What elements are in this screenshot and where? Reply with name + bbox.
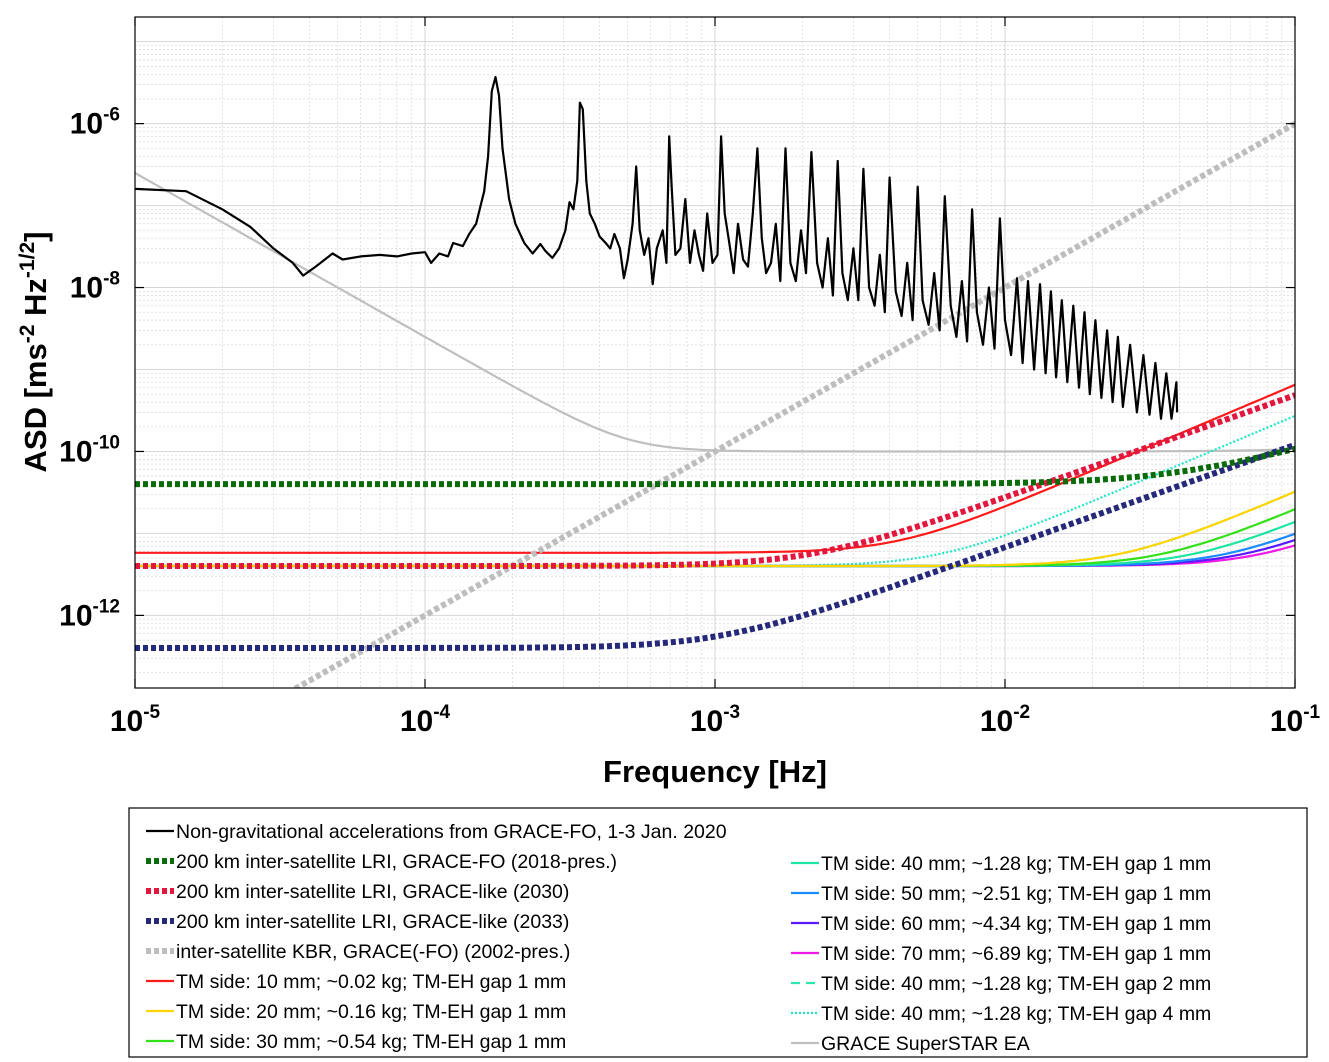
grid	[134, 16, 1295, 688]
legend-label-2: 200 km inter-satellite LRI, GRACE-FO (20…	[176, 851, 617, 873]
series-line-6	[135, 383, 1295, 554]
x-tick-label: 10-5	[110, 702, 161, 738]
legend-label-10: TM side: 50 mm; ~2.51 kg; TM-EH gap 1 mm	[821, 883, 1211, 905]
series-line-3	[135, 392, 1295, 569]
series-line-2	[135, 445, 1295, 488]
y-tick-label: 10-6	[70, 105, 120, 141]
legend-label-13: TM side: 40 mm; ~1.28 kg; TM-EH gap 2 mm	[821, 973, 1211, 995]
series-line-1	[135, 76, 1179, 420]
legend-label-9: TM side: 40 mm; ~1.28 kg; TM-EH gap 1 mm	[821, 853, 1211, 875]
legend-label-7: TM side: 20 mm; ~0.16 kg; TM-EH gap 1 mm	[176, 1001, 566, 1023]
x-tick-label: 10-1	[1270, 702, 1321, 738]
y-axis-label: ASD [ms-2 Hz-1/2]	[16, 232, 53, 473]
legend-label-3: 200 km inter-satellite LRI, GRACE-like (…	[176, 881, 569, 903]
series-line-4	[135, 441, 1295, 651]
x-tick-label: 10-4	[400, 702, 451, 738]
legend: Non-gravitational accelerations from GRA…	[146, 821, 1211, 1055]
y-label-end: ]	[18, 232, 53, 242]
y-tick-label: 10-8	[70, 269, 120, 305]
x-tick-label: 10-3	[690, 702, 740, 738]
x-axis-label: Frequency [Hz]	[603, 754, 827, 789]
y-label-mid: Hz	[18, 278, 53, 325]
legend-label-6: TM side: 10 mm; ~0.02 kg; TM-EH gap 1 mm	[176, 971, 566, 993]
legend-box	[128, 807, 1308, 1058]
y-label-sup1: -2	[16, 325, 39, 344]
legend-label-14: TM side: 40 mm; ~1.28 kg; TM-EH gap 4 mm	[821, 1003, 1211, 1025]
legend-label-4: 200 km inter-satellite LRI, GRACE-like (…	[176, 911, 569, 933]
legend-label-11: TM side: 60 mm; ~4.34 kg; TM-EH gap 1 mm	[821, 913, 1211, 935]
y-tick-label: 10-10	[59, 432, 120, 468]
ticks: 10-5 10-4 10-3 10-2 10-1 10-12 10-10 10-8 10-6	[59, 17, 1321, 738]
series-line-5	[290, 120, 1295, 688]
series-group	[135, 76, 1295, 688]
y-label-main: ASD [ms	[18, 343, 53, 472]
legend-label-15: GRACE SuperSTAR EA	[821, 1033, 1030, 1055]
legend-label-12: TM side: 70 mm; ~6.89 kg; TM-EH gap 1 mm	[821, 943, 1211, 965]
y-label-sup2: -1/2	[16, 242, 39, 278]
legend-label-1: Non-gravitational accelerations from GRA…	[176, 821, 727, 843]
legend-label-8: TM side: 30 mm; ~0.54 kg; TM-EH gap 1 mm	[176, 1031, 566, 1053]
x-tick-label: 10-2	[980, 702, 1030, 738]
y-tick-label: 10-12	[59, 596, 120, 632]
legend-label-5: inter-satellite KBR, GRACE(-FO) (2002-pr…	[176, 941, 570, 963]
